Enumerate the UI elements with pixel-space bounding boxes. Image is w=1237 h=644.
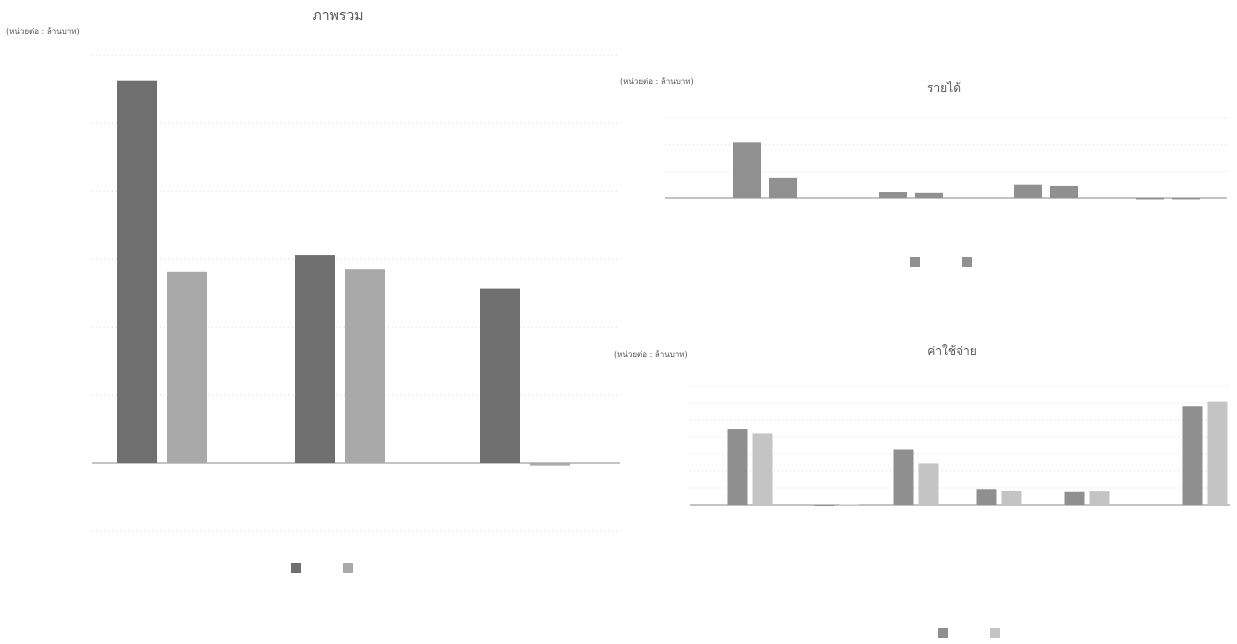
income-chart-title: รายได้: [927, 81, 961, 95]
bar-expense-67-4: [1089, 491, 1110, 505]
bar-income-68-3: [1136, 197, 1164, 200]
legend-swatch-expense-67: [990, 628, 1000, 638]
bar-overview-67-0: [167, 271, 207, 463]
bar-overview-68-1: [295, 255, 335, 463]
bar-expense-67-5: [1207, 401, 1228, 505]
bar-overview-68-0: [117, 80, 157, 463]
bar-expense-68-4: [1064, 491, 1085, 505]
overview-unit-note: (หน่วยต่อ : ล้านบาท): [6, 27, 80, 36]
bar-income-67-2: [1050, 185, 1078, 198]
bar-income-68-2: [1014, 184, 1042, 198]
overview-chart-title: ภาพรวม: [313, 8, 364, 24]
expense-unit-note: (หน่วยต่อ : ล้านบาท): [614, 350, 688, 359]
legend-swatch-income-68: [910, 257, 920, 267]
legend-swatch-overview-68: [291, 563, 301, 573]
bar-overview-68-2: [480, 288, 520, 463]
legend-swatch-overview-67: [343, 563, 353, 573]
bar-income-68-1: [879, 192, 907, 198]
bar-expense-68-2: [893, 449, 914, 505]
bar-expense-67-3: [1001, 490, 1022, 505]
bar-expense-68-3: [976, 489, 997, 505]
bar-expense-67-2: [918, 463, 939, 505]
bar-overview-67-2: [530, 463, 570, 466]
bar-income-67-0: [769, 177, 797, 198]
bar-income-67-1: [915, 192, 943, 198]
bar-expense-68-1: [814, 504, 835, 507]
bar-expense-67-0: [752, 433, 773, 505]
bar-income-68-0: [733, 142, 761, 198]
bar-expense-68-0: [727, 429, 748, 505]
legend-swatch-income-67: [962, 257, 972, 267]
bar-expense-68-5: [1182, 406, 1203, 505]
bar-expense-67-1: [839, 504, 860, 506]
expense-chart-title: ค่าใช้จ่าย: [927, 344, 977, 358]
legend-swatch-expense-68: [938, 628, 948, 638]
bar-income-67-3: [1172, 197, 1200, 200]
bar-overview-67-1: [345, 269, 385, 463]
income-unit-note: (หน่วยต่อ : ล้านบาท): [620, 77, 694, 86]
